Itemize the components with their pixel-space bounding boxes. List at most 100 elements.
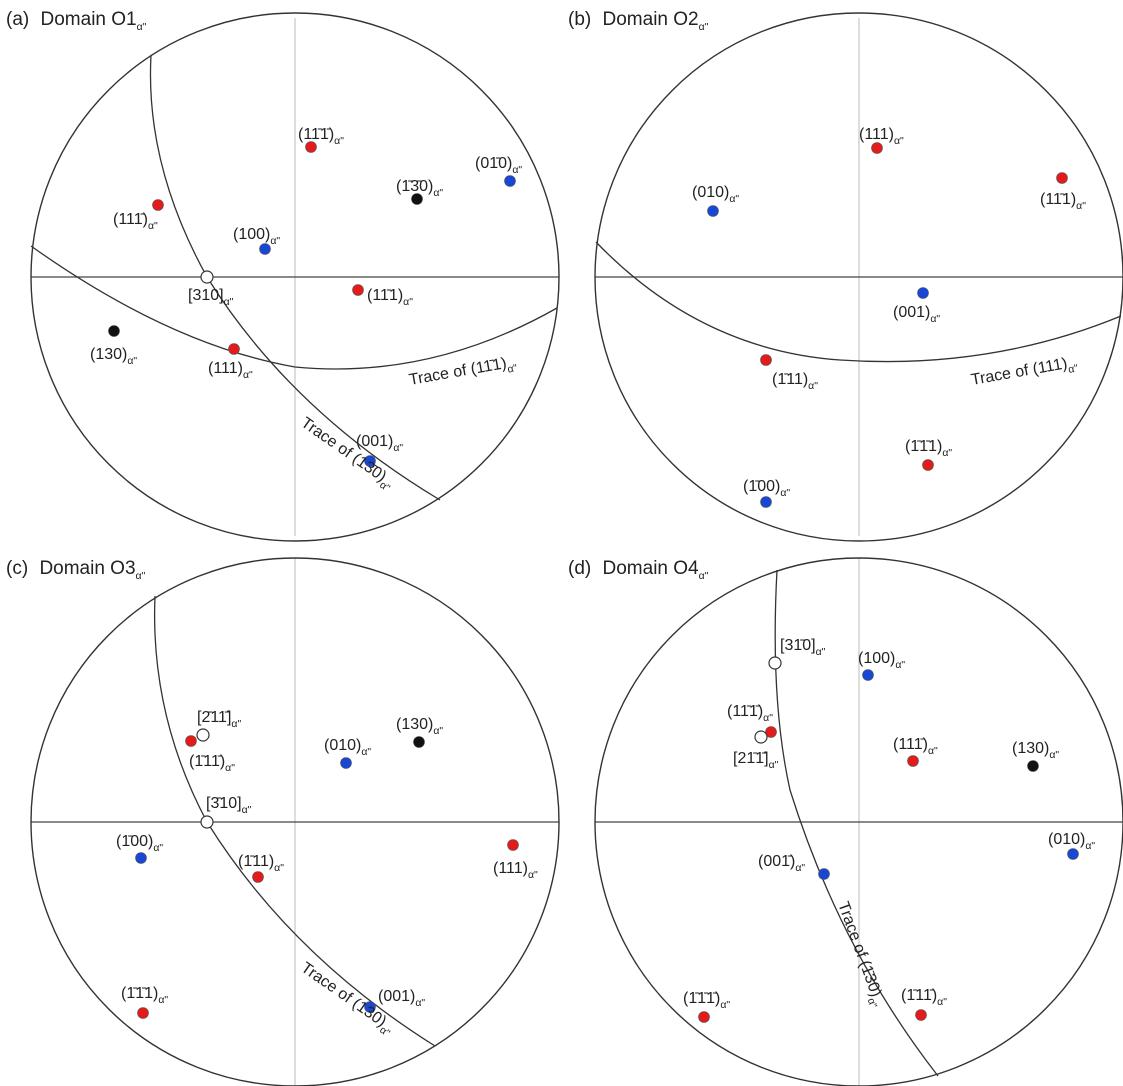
panel-d-domain: Domain O4 <box>603 558 700 579</box>
blue-pole-marker <box>818 868 830 880</box>
svg-text:(130)α": (130)α" <box>90 346 137 367</box>
svg-text:(001̄)α": (001̄)α" <box>758 853 805 874</box>
panel-b-point--1-11: (1̄1̄1)α" <box>905 438 952 471</box>
panel-d-point-00-1: (001̄)α" <box>758 853 830 880</box>
red-pole-marker <box>871 142 883 154</box>
svg-text:(001)α": (001)α" <box>893 304 940 325</box>
svg-text:(111)α": (111)α" <box>859 126 904 147</box>
panel-c-trace-great-circle <box>153 595 436 1047</box>
red-pole-marker <box>507 839 519 851</box>
red-pole-marker <box>1056 172 1068 184</box>
panel-a-point-11-1-1: (11̄1̄)α" <box>298 126 344 153</box>
panel-c-direction--21-1: [2̄11̄]α" <box>196 709 241 742</box>
panel-c-domain: Domain O3 <box>39 558 135 579</box>
blue-pole-marker <box>364 455 376 467</box>
panel-d-direction-3-10: [31̄0]α" <box>768 637 826 670</box>
svg-text:(1̄1̄1)α": (1̄1̄1)α" <box>905 438 952 459</box>
svg-text:[2̄11̄]α": [2̄11̄]α" <box>197 709 241 730</box>
red-pole-marker <box>228 343 240 355</box>
blue-pole-marker <box>364 1001 376 1013</box>
panel-c-direction--310: [3̄10]α" <box>200 795 252 829</box>
red-pole-marker <box>137 1007 149 1019</box>
blue-pole-marker <box>760 496 772 508</box>
panel-c-point--11-1: (1̄11̄)α" <box>185 735 235 774</box>
panel-c-point--100: (1̄00)α" <box>116 833 163 864</box>
panel-a-point-130: (130)α" <box>90 325 137 367</box>
panel-b-trace-label: Trace of (111)α" <box>970 354 1080 393</box>
panel-d-direction-2-1-1: [21̄1̄]α" <box>733 730 779 771</box>
svg-text:(100)α": (100)α" <box>233 226 280 247</box>
svg-text:(111̄)α": (111̄)α" <box>893 736 938 757</box>
svg-text:(11̄1)α": (11̄1)α" <box>367 287 413 308</box>
svg-text:(001)α": (001)α" <box>378 988 425 1009</box>
panel-a-domain: Domain O1 <box>41 9 137 30</box>
panel-a-primitive-circle <box>30 12 560 542</box>
blue-pole-marker <box>1067 848 1079 860</box>
panel-b-primitive-circle <box>594 12 1123 542</box>
panel-b-point-111: (111)α" <box>859 126 904 154</box>
panel-c-primitive-circle <box>30 557 560 1086</box>
svg-text:(11̄1̄)α": (11̄1̄)α" <box>727 703 773 724</box>
panel-d-point-130: (130)α" <box>1012 740 1059 772</box>
panel-a-trace-great-circle-2 <box>149 54 441 501</box>
blue-pole-marker <box>917 287 929 299</box>
svg-text:(130)α": (130)α" <box>396 716 443 737</box>
panel-a-direction-310: [310]α" <box>188 270 234 308</box>
svg-text:(1̄11̄)α": (1̄11̄)α" <box>901 987 947 1008</box>
red-pole-marker <box>252 871 264 883</box>
svg-text:(11̄1̄)α": (11̄1̄)α" <box>298 126 344 147</box>
svg-text:[21̄1̄]α": [21̄1̄]α" <box>733 750 779 771</box>
red-pole-marker <box>915 1009 927 1021</box>
svg-text:(1̄11)α": (1̄11)α" <box>772 371 818 392</box>
panel-c: (c) Domain O3α" [2̄11̄]α" (1̄11̄)α" (010… <box>6 557 560 1086</box>
red-pole-marker <box>765 726 777 738</box>
panel-a-point-0-10: (01̄0)α" <box>475 155 522 187</box>
svg-text:(001)α": (001)α" <box>356 433 403 454</box>
panel-d: (d) Domain O4α" [31̄0]α" (100)α" (11̄1̄)… <box>568 557 1123 1086</box>
panel-c-point-130: (130)α" <box>396 716 443 748</box>
red-pole-marker <box>352 284 364 296</box>
panel-d-tag: (d) <box>568 558 591 579</box>
panel-a-tag: (a) <box>6 9 29 30</box>
panel-a-point-1-30: (1̄3̄0)α" <box>396 178 443 205</box>
svg-text:[31̄0]α": [31̄0]α" <box>780 637 826 658</box>
svg-text:(010)α": (010)α" <box>324 737 371 758</box>
red-pole-marker <box>698 1011 710 1023</box>
black-pole-marker <box>108 325 120 337</box>
red-pole-marker <box>907 755 919 767</box>
panel-a-point-001: (001)α" <box>356 433 403 467</box>
blue-pole-marker <box>135 852 147 864</box>
svg-text:(111)α": (111)α" <box>493 860 538 881</box>
panel-a-title: (a) Domain O1α" <box>6 9 147 33</box>
panel-d-point-11-1: (111̄)α" <box>893 736 938 767</box>
panel-b-tag: (b) <box>568 9 591 30</box>
panel-a-point-100: (100)α" <box>233 226 280 255</box>
svg-text:(1̄1̄1)α": (1̄1̄1)α" <box>121 985 168 1006</box>
panel-b-point--100: (1̄00)α" <box>743 478 790 508</box>
svg-text:(010)α": (010)α" <box>692 184 739 205</box>
panel-c-point-001: (001)α" <box>364 988 425 1013</box>
red-pole-marker <box>185 735 197 747</box>
blue-pole-marker <box>707 205 719 217</box>
panel-d-point-010: (010)α" <box>1048 831 1095 860</box>
panel-a: (a) Domain O1α" (11̄1̄)α" (1̄3̄0)α" (01̄… <box>6 9 560 542</box>
panel-d-point--1-1-1: (1̄1̄1̄)α" <box>683 990 730 1023</box>
svg-text:(111̄)α": (111̄)α" <box>113 211 158 232</box>
svg-text:(1̄11̄)α": (1̄11̄)α" <box>189 753 235 774</box>
panel-b-domain: Domain O2 <box>603 9 699 30</box>
panel-c-point--1-11: (1̄1̄1)α" <box>121 985 168 1019</box>
svg-text:(1̄00)α": (1̄00)α" <box>743 478 790 499</box>
blue-pole-marker <box>862 669 874 681</box>
svg-text:(1̄11)α": (1̄11)α" <box>238 853 284 874</box>
black-pole-marker <box>1027 760 1039 772</box>
open-direction-marker <box>200 270 214 284</box>
svg-text:(11̄1)α": (11̄1)α" <box>1040 191 1086 212</box>
red-pole-marker <box>305 141 317 153</box>
panel-d-title: (d) Domain O4α" <box>568 558 709 582</box>
svg-text:(1̄3̄0)α": (1̄3̄0)α" <box>396 178 443 199</box>
panel-a-point-111: (111)α" <box>208 343 253 381</box>
open-direction-marker <box>754 730 768 744</box>
panel-a-point-11-1: (111̄)α" <box>113 199 164 232</box>
red-pole-marker <box>760 354 772 366</box>
panel-c-tag: (c) <box>6 558 28 579</box>
